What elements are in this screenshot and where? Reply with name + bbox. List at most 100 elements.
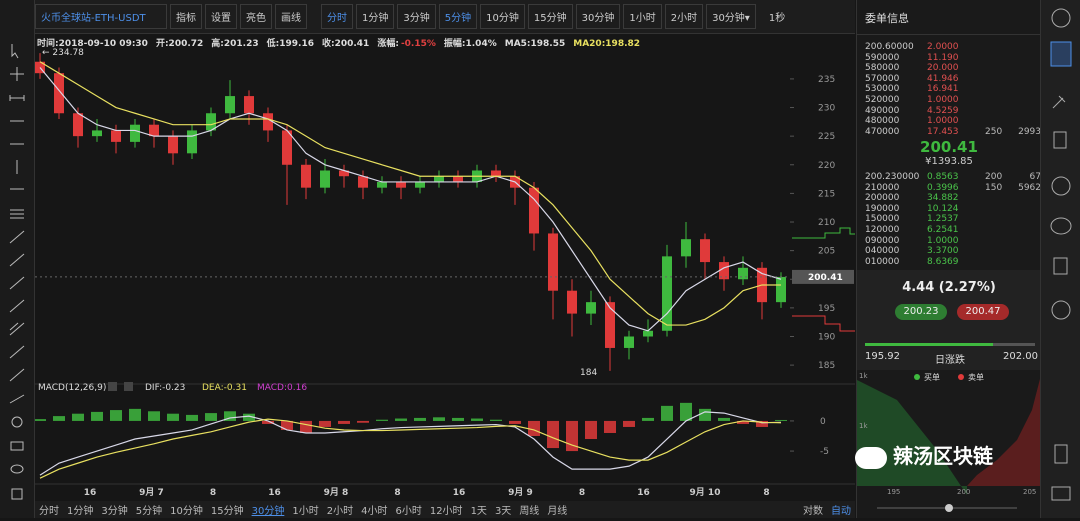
macd-settings[interactable] [108, 382, 117, 391]
order-cell: 4.5259 [927, 105, 959, 116]
macd-bar [72, 413, 84, 421]
interval-button[interactable]: 1分钟 [356, 4, 395, 29]
interval-button[interactable]: 周线 [519, 506, 540, 517]
macd-bar [53, 416, 65, 421]
order-row: 490000 4.5259 [865, 106, 1041, 117]
order-cell: 41.946 [927, 73, 959, 84]
order-row: 590000 11.190 [865, 53, 1041, 64]
macd-close[interactable] [124, 382, 133, 391]
candle-body [681, 239, 691, 257]
order-row: 200.60000 2.0000 [865, 42, 1041, 53]
slider-knob[interactable] [945, 504, 953, 512]
order-row: 200000 34.882 [865, 193, 1041, 204]
interval-button[interactable]: 1天 [470, 506, 487, 517]
order-cell: 34.882 [927, 193, 959, 204]
last-price-label: 200.41 [808, 273, 843, 283]
interval-button[interactable]: 30分钟 [575, 4, 621, 29]
order-row: 520000 1.0000 [865, 95, 1041, 106]
range-label: 日涨跌 [935, 355, 965, 366]
macd-bar [661, 405, 673, 421]
candle-body [92, 130, 102, 137]
order-cell: 17.453 [927, 126, 959, 137]
order-cell: 10.124 [927, 203, 959, 214]
quote-box [857, 270, 1041, 370]
candle-body [54, 73, 64, 114]
depth-edge-buy [792, 227, 855, 239]
interval-button[interactable]: 15分钟 [210, 506, 244, 517]
x-tick-label: 16 [453, 488, 466, 498]
auto-toggle[interactable]: 自动 [831, 506, 851, 517]
candle-body [605, 302, 615, 348]
order-cell: 11.190 [927, 52, 959, 63]
range-low: 195.92 [865, 351, 900, 362]
order-cell: 0.8563 [927, 172, 959, 182]
interval-button[interactable]: 1小时 [292, 506, 319, 517]
macd-dea: DEA:-0.31 [202, 383, 247, 393]
change: 4.44 (2.27%) [902, 280, 996, 295]
divider [857, 34, 1041, 35]
y-tick-label: -5 [820, 447, 829, 457]
order-cell: 2.0000 [927, 42, 959, 52]
order-row: 580000 20.000 [865, 63, 1041, 74]
macd-bar [319, 420, 331, 427]
order-cell: 570000 [865, 73, 900, 84]
bid-button[interactable]: 200.23 [895, 304, 947, 320]
info-high: 高:201.23 [211, 39, 259, 49]
interval-button[interactable]: 4小时 [361, 506, 388, 517]
candle-body [586, 302, 596, 314]
order-cell: 8.6369 [927, 256, 959, 267]
mid-cny: ¥1393.85 [925, 156, 973, 167]
macd-dif: DIF:-0.23 [145, 383, 185, 393]
interval-button[interactable]: 5分钟 [438, 4, 478, 29]
interval-button[interactable]: 5分钟 [135, 506, 163, 517]
macd-bar [300, 420, 312, 433]
interval-button[interactable]: 15分钟 [527, 4, 573, 29]
order-cell: 580000 [865, 63, 900, 74]
interval-button[interactable]: 1分钟 [67, 506, 94, 517]
x-tick-label: 9月 7 [139, 487, 164, 498]
interval-button[interactable]: 6小时 [395, 506, 422, 517]
candle-body [548, 233, 558, 291]
macd-bar [357, 420, 369, 423]
depth-y-label: 1k [859, 422, 868, 430]
speed[interactable]: 1秒 [768, 13, 786, 24]
interval-button[interactable]: 2小时 [326, 506, 354, 517]
y-tick-label: 215 [818, 189, 835, 199]
range-bar-high [993, 343, 1035, 346]
interval-button[interactable]: 分时 [321, 4, 353, 29]
interval-button[interactable]: 10分钟 [480, 4, 525, 29]
x-tick-label: 9月 10 [690, 487, 721, 498]
macd-bar [395, 418, 407, 421]
candle-body [396, 181, 406, 188]
buy-dot [914, 374, 920, 380]
macd-bar [585, 420, 597, 440]
interval-button[interactable]: 10分钟 [170, 506, 203, 517]
interval-button[interactable]: 月线 [547, 506, 568, 517]
depth-edge-sell [792, 315, 855, 332]
order-cell: 200000 [865, 193, 900, 204]
info-open: 开:200.72 [155, 39, 204, 49]
info-close: 收:200.41 [321, 39, 370, 49]
interval-button[interactable]: 30分钟▾ [706, 4, 756, 29]
tool-button[interactable]: 设置 [205, 4, 237, 29]
x-tick-label: 9月 8 [324, 487, 349, 498]
tool-button[interactable]: 亮色 [240, 4, 272, 29]
order-row: 040000 3.3700 [865, 246, 1041, 257]
interval-button[interactable]: 3天 [494, 506, 512, 517]
depth-y-label: 1k [859, 372, 868, 380]
interval-button[interactable]: 分时 [39, 506, 59, 517]
macd-bar [186, 414, 198, 421]
interval-button[interactable]: 1小时 [623, 4, 662, 29]
macd-bar [775, 419, 787, 421]
candle-body [719, 262, 729, 280]
ask-button[interactable]: 200.47 [957, 304, 1009, 320]
interval-button[interactable]: 3分钟 [397, 4, 436, 29]
tool-button[interactable]: 指标 [170, 4, 202, 29]
tool-button[interactable]: 画线 [275, 4, 307, 29]
symbol-select[interactable]: 火币全球站-ETH-USDT [35, 4, 167, 29]
interval-button[interactable]: 30分钟 [251, 506, 285, 517]
interval-button[interactable]: 2小时 [664, 4, 704, 29]
log-toggle[interactable]: 对数 [803, 506, 823, 517]
interval-button[interactable]: 12小时 [429, 506, 463, 517]
interval-button[interactable]: 3分钟 [101, 506, 128, 517]
